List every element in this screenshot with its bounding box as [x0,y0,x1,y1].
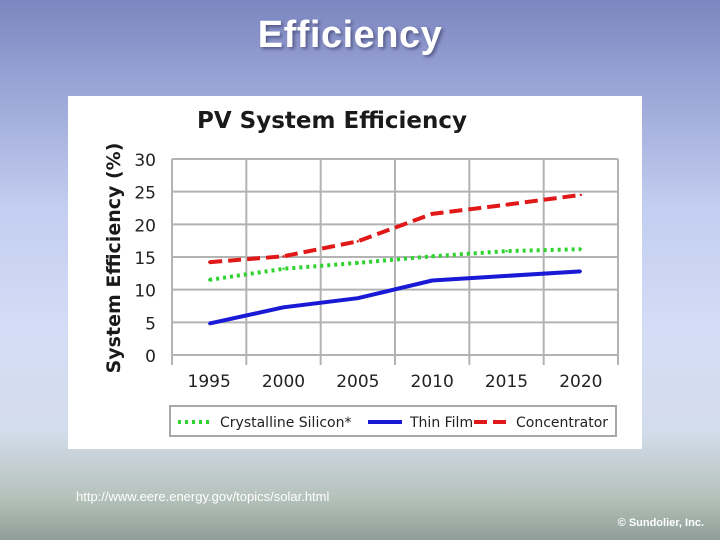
data-point [356,240,360,243]
data-point [430,255,434,258]
y-tick-label: 10 [134,282,156,302]
data-point [579,270,583,273]
data-point [282,255,285,258]
x-tick-label: 2020 [559,372,602,392]
data-point [207,261,211,264]
data-point [207,278,211,282]
data-point [505,274,508,278]
line-chart: PV System Efficiency System Efficiency (… [68,96,642,449]
grid-layer [171,158,619,365]
copyright-text: © Sundolier, Inc. [617,517,704,529]
y-tick-label: 5 [145,314,156,334]
data-point [579,193,583,197]
data-point [430,212,434,216]
x-tick-label: 2000 [262,372,305,392]
legend-label: Crystalline Silicon* [220,415,351,431]
series-line-thin-film [208,269,581,326]
chart-panel: PV System Efficiency System Efficiency (… [68,96,642,449]
y-tick-label: 25 [134,184,156,204]
y-axis-label: System Efficiency (%) [103,143,125,374]
data-point [505,249,508,253]
source-url-text[interactable]: http://www.eere.energy.gov/topics/solar.… [76,489,330,504]
series-line-concentrator [209,192,582,265]
y-tick-label: 20 [134,216,156,236]
data-point [356,296,360,300]
series-layer [207,192,583,326]
y-tick-label: 0 [145,347,156,367]
data-point [282,267,285,270]
data-point [207,322,211,325]
slide-title: Efficiency [257,14,443,56]
data-point [282,306,285,309]
y-tick-label: 15 [134,249,156,269]
data-point [356,261,360,265]
legend-label: Thin Film [409,415,473,431]
x-tick-label: 2015 [485,372,528,392]
data-point [505,203,508,206]
data-point [430,279,434,282]
legend-label: Concentrator [516,415,608,431]
x-tick-label: 1995 [188,372,231,392]
y-tick-label: 30 [134,151,156,171]
data-point [579,247,583,251]
x-tick-label: 2005 [336,372,379,392]
chart-title: PV System Efficiency [197,108,467,134]
legend: Crystalline Silicon* Thin Film Concentrato… [169,405,617,437]
x-tick-label: 2010 [411,372,454,392]
